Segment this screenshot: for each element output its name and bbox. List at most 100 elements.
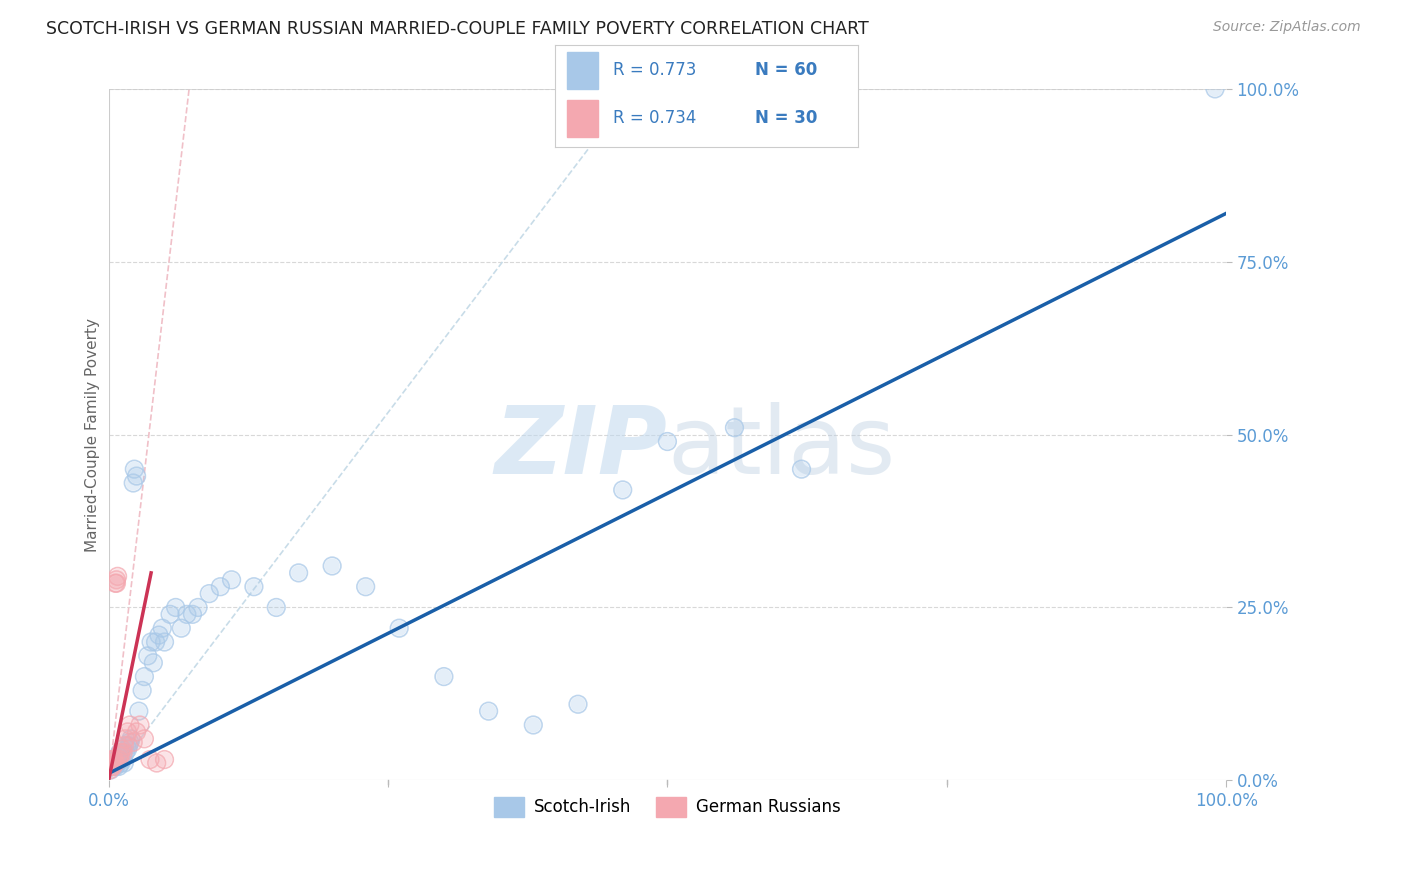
Point [118,718,141,732]
Point [153,753,176,767]
Point [354,580,377,594]
Point [107,753,129,767]
Point [139,753,162,767]
Point [103,753,125,767]
Point [105,756,128,770]
Legend: Scotch-Irish, German Russians: Scotch-Irish, German Russians [488,790,848,824]
Point [108,746,131,760]
Point [159,607,181,622]
Point [478,704,501,718]
Point [145,756,167,770]
Point [221,573,243,587]
Point [612,483,634,497]
Point [321,558,343,573]
Point [139,635,162,649]
Point [118,718,141,732]
Point [170,621,193,635]
Point [107,759,129,773]
Point [104,756,127,770]
Point [124,462,146,476]
Point [478,704,501,718]
Point [101,759,124,773]
Point [107,759,129,773]
Point [101,753,124,767]
Point [110,756,132,770]
Point [139,635,162,649]
Point [110,756,132,770]
Point [107,753,129,767]
Point [108,749,131,764]
Point [433,670,456,684]
Point [115,739,138,753]
Point [101,753,124,767]
Point [148,628,170,642]
Point [243,580,266,594]
Point [117,742,139,756]
Point [125,469,148,483]
Point [567,698,589,712]
Point [790,462,813,476]
Point [657,434,679,449]
Point [103,753,125,767]
Point [142,656,165,670]
Point [107,569,129,583]
Point [1204,82,1226,96]
Point [105,753,128,767]
Point [112,749,135,764]
Point [112,746,135,760]
Point [114,746,136,760]
Point [105,576,128,591]
Point [105,573,128,587]
Point [150,621,173,635]
Point [159,607,181,622]
Point [104,759,127,773]
Point [287,566,309,580]
Point [101,756,124,770]
Point [103,756,125,770]
Point [110,746,132,760]
Point [388,621,411,635]
Point [287,566,309,580]
Point [198,586,221,600]
Point [567,698,589,712]
Point [117,725,139,739]
Point [108,753,131,767]
Point [103,759,125,773]
Point [107,756,129,770]
Point [117,742,139,756]
Point [103,759,125,773]
Point [112,739,135,753]
Point [112,739,135,753]
Point [354,580,377,594]
Point [128,704,150,718]
Point [657,434,679,449]
Point [101,756,124,770]
Point [100,759,122,773]
Text: atlas: atlas [668,402,896,494]
Point [101,759,124,773]
Point [100,756,122,770]
Point [134,731,156,746]
Point [115,739,138,753]
Point [101,753,124,767]
Point [221,573,243,587]
Point [131,683,153,698]
Point [134,731,156,746]
Point [108,746,131,760]
Text: R = 0.773: R = 0.773 [613,61,696,78]
Point [98,763,121,777]
Point [105,573,128,587]
Point [114,731,136,746]
Point [790,462,813,476]
Point [107,569,129,583]
Point [110,746,132,760]
Point [112,756,135,770]
Point [198,586,221,600]
Point [125,469,148,483]
Text: N = 30: N = 30 [755,109,817,127]
Point [187,600,209,615]
Text: SCOTCH-IRISH VS GERMAN RUSSIAN MARRIED-COUPLE FAMILY POVERTY CORRELATION CHART: SCOTCH-IRISH VS GERMAN RUSSIAN MARRIED-C… [46,20,869,37]
Point [723,420,745,434]
Point [129,718,152,732]
Point [139,753,162,767]
